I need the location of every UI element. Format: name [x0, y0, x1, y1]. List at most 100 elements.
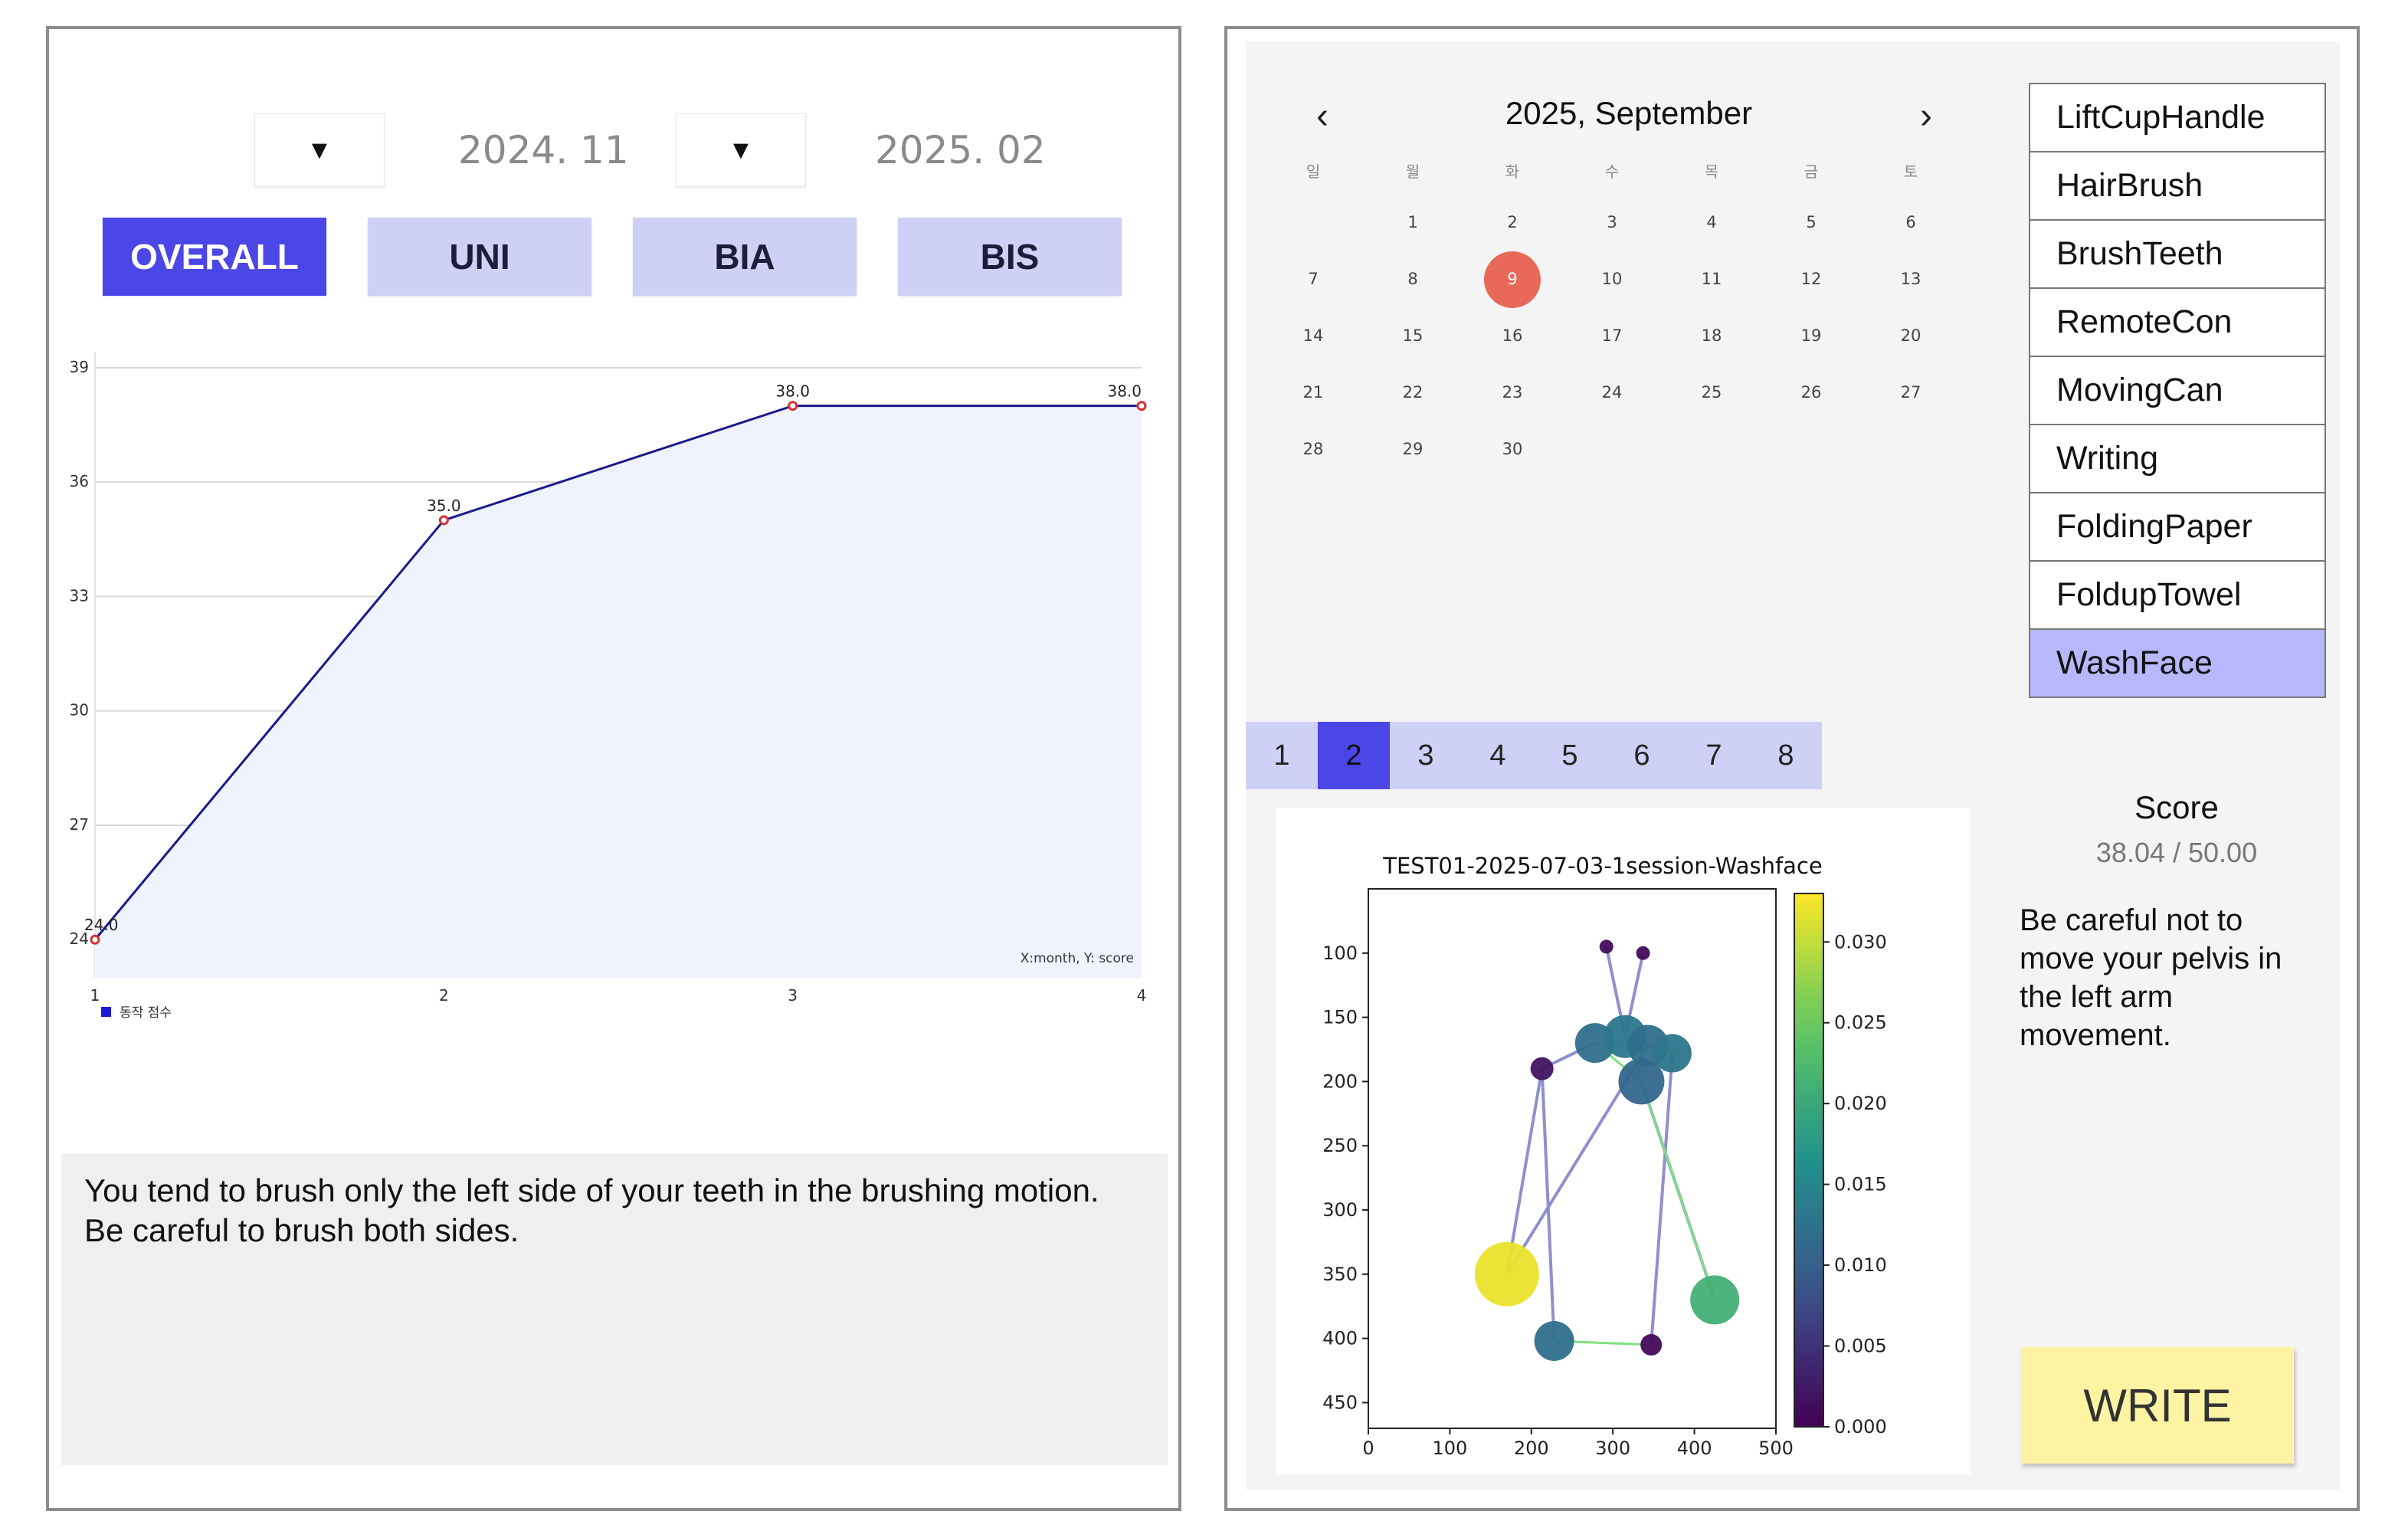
x-tick-label: 100 — [1432, 1438, 1467, 1459]
calendar-day[interactable]: 14 — [1302, 326, 1324, 345]
score-trend-panel: ▼ 2024. 11 ▼ 2025. 02 OVERALL UNI BIA BI… — [46, 26, 1181, 1511]
joint-marker — [1618, 1058, 1665, 1105]
calendar-day[interactable]: 25 — [1701, 383, 1722, 402]
calendar-month-title: 2025, September — [1505, 95, 1753, 131]
calendar-day[interactable]: 24 — [1601, 383, 1623, 402]
task-list: LiftCupHandle HairBrush BrushTeeth RemoteCo… — [2029, 83, 2326, 698]
calendar-day[interactable]: 7 — [1308, 270, 1319, 288]
joint-marker — [1653, 1034, 1692, 1073]
y-tick-label: 24 — [70, 929, 89, 948]
plot-title: TEST01-2025-07-03-1session-Washface — [1382, 853, 1822, 879]
calendar-day[interactable]: 26 — [1800, 383, 1822, 402]
tab-uni[interactable]: UNI — [368, 218, 591, 296]
calendar-day[interactable]: 10 — [1601, 270, 1623, 288]
task-item-hairbrush[interactable]: HairBrush — [2029, 151, 2326, 221]
calendar-day[interactable]: 21 — [1302, 383, 1324, 402]
calendar-day[interactable]: 5 — [1806, 213, 1817, 231]
calendar-day[interactable]: 6 — [1905, 213, 1916, 231]
calendar-day[interactable]: 28 — [1302, 440, 1324, 458]
start-date-value: 2024. 11 — [458, 128, 629, 172]
task-item-washface[interactable]: WashFace — [2029, 628, 2326, 698]
colorbar-tick-label: 0.020 — [1834, 1093, 1887, 1114]
session-tab-7[interactable]: 7 — [1678, 722, 1750, 789]
tab-bia[interactable]: BIA — [633, 218, 857, 296]
calendar-day[interactable]: 16 — [1502, 326, 1523, 345]
task-item-brushteeth[interactable]: BrushTeeth — [2029, 219, 2326, 289]
date-range-selector: ▼ 2024. 11 ▼ 2025. 02 — [49, 113, 1184, 187]
task-item-foldingpaper[interactable]: FoldingPaper — [2029, 492, 2326, 562]
calendar-day[interactable]: 13 — [1900, 270, 1921, 288]
score-value: 38.04 / 50.00 — [2095, 837, 2258, 868]
calendar-day[interactable]: 3 — [1607, 213, 1617, 231]
session-tab-1[interactable]: 1 — [1246, 722, 1318, 789]
end-date-dropdown[interactable]: ▼ — [676, 113, 806, 187]
weekday-header: 목 — [1704, 162, 1719, 181]
session-tab-5[interactable]: 5 — [1534, 722, 1606, 789]
colorbar-tick-label: 0.010 — [1834, 1254, 1887, 1276]
session-tab-4[interactable]: 4 — [1462, 722, 1534, 789]
prev-month-button[interactable]: ‹ — [1316, 96, 1328, 136]
task-item-writing[interactable]: Writing — [2029, 424, 2326, 493]
colorbar-tick-label: 0.025 — [1834, 1012, 1887, 1034]
score-comment: Be careful not to move your pelvis in th… — [2020, 903, 2282, 1052]
task-item-remotecon[interactable]: RemoteCon — [2029, 287, 2326, 357]
calendar-day[interactable]: 12 — [1800, 270, 1822, 288]
score-line — [93, 405, 1142, 941]
joint-marker — [1599, 939, 1614, 954]
calendar: ‹ 2025, September › 일 월 화 수 목 금 토 1 2 3 4 5 6 7 8 9 10 11… — [1246, 41, 2012, 501]
data-label: 35.0 — [427, 497, 461, 515]
session-tab-6[interactable]: 6 — [1606, 722, 1678, 789]
session-tab-3[interactable]: 3 — [1390, 722, 1462, 789]
write-button[interactable]: WRITE — [2021, 1347, 2294, 1464]
calendar-day[interactable]: 20 — [1900, 326, 1921, 345]
tab-overall[interactable]: OVERALL — [103, 218, 326, 296]
tab-bis[interactable]: BIS — [898, 218, 1122, 296]
data-point — [438, 515, 449, 526]
session-tab-2[interactable]: 2 — [1318, 722, 1390, 789]
y-tick-label: 33 — [70, 586, 89, 605]
legend-swatch — [101, 1007, 111, 1017]
y-tick-label: 39 — [70, 358, 89, 376]
data-label: 24.0 — [84, 916, 119, 934]
y-tick-label: 30 — [70, 701, 89, 720]
calendar-day[interactable]: 8 — [1407, 270, 1418, 288]
calendar-day[interactable]: 2 — [1507, 213, 1518, 231]
calendar-day[interactable]: 19 — [1800, 326, 1822, 345]
calendar-day[interactable]: 4 — [1706, 213, 1717, 231]
session-detail-panel: ‹ 2025, September › 일 월 화 수 목 금 토 1 2 3 4 5 6 7 8 9 10 11… — [1224, 26, 2360, 1511]
skeleton-plot-svg: TEST01-2025-07-03-1session-Washface 100 15… — [1322, 853, 1887, 1459]
skeleton-bone — [1650, 1053, 1674, 1346]
x-tick-label: 200 — [1514, 1438, 1549, 1459]
task-item-liftcuphandle[interactable]: LiftCupHandle — [2029, 83, 2326, 152]
task-item-movingcan[interactable]: MovingCan — [2029, 356, 2326, 425]
calendar-day[interactable]: 23 — [1502, 383, 1523, 402]
start-date-dropdown[interactable]: ▼ — [254, 113, 385, 187]
calendar-day[interactable]: 15 — [1402, 326, 1424, 345]
calendar-day[interactable]: 29 — [1402, 440, 1424, 458]
score-label: Score — [2134, 789, 2219, 825]
calendar-day[interactable]: 27 — [1900, 383, 1921, 402]
end-date-value: 2025. 02 — [875, 128, 1046, 172]
legend-label: 동작 점수 — [120, 1005, 172, 1021]
x-tick-label: 2 — [439, 986, 449, 1005]
calendar-day[interactable]: 17 — [1601, 326, 1623, 345]
next-month-button[interactable]: › — [1920, 96, 1932, 136]
data-point — [90, 934, 100, 945]
calendar-day[interactable]: 22 — [1402, 383, 1424, 402]
task-item-folduptowel[interactable]: FoldupTowel — [2029, 560, 2326, 630]
x-tick-label: 300 — [1595, 1438, 1630, 1459]
session-tab-8[interactable]: 8 — [1750, 722, 1822, 789]
calendar-day[interactable]: 30 — [1502, 440, 1523, 458]
calendar-day[interactable]: 11 — [1701, 270, 1722, 288]
skeleton-bone-highlight — [1640, 1080, 1716, 1300]
calendar-day[interactable]: 18 — [1701, 326, 1722, 345]
joint-marker — [1636, 946, 1650, 960]
colorbar-tick-label: 0.015 — [1834, 1174, 1887, 1195]
y-tick-label: 350 — [1322, 1264, 1358, 1285]
y-tick-label: 300 — [1322, 1199, 1358, 1221]
calendar-day[interactable]: 9 — [1507, 270, 1518, 288]
data-label: 38.0 — [775, 382, 810, 401]
feedback-text: You tend to brush only the left side of … — [61, 1154, 1168, 1465]
calendar-day[interactable]: 1 — [1407, 213, 1418, 231]
